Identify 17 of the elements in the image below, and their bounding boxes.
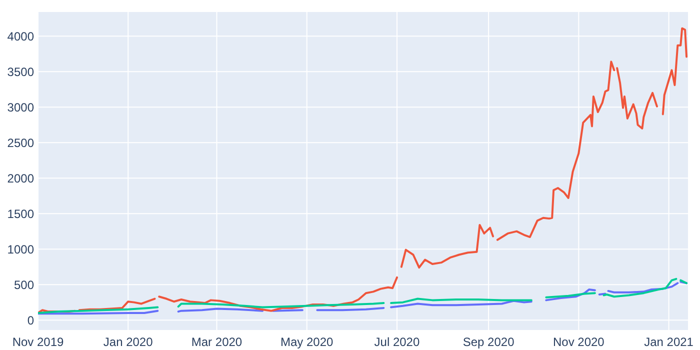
y-tick-label: 3500 — [7, 64, 34, 79]
y-tick-label: 500 — [14, 278, 34, 292]
y-tick-label: 0 — [27, 313, 34, 328]
y-tick-label: 2500 — [7, 136, 34, 150]
x-tick-label: May 2020 — [280, 335, 334, 349]
x-tick-label: Mar 2020 — [191, 335, 242, 349]
x-tick-label: Jan 2020 — [103, 335, 154, 349]
y-tick-label: 4000 — [7, 29, 34, 44]
x-tick-label: Sep 2020 — [462, 335, 515, 349]
x-tick-label: Nov 2020 — [552, 335, 605, 349]
y-tick-label: 1000 — [7, 242, 34, 256]
y-tick-label: 2000 — [7, 171, 34, 186]
y-tick-label: 3000 — [7, 100, 34, 114]
y-tick-label: 1500 — [7, 206, 34, 221]
x-tick-label: Jan 2021 — [644, 335, 694, 349]
x-tick-label: Jul 2020 — [374, 335, 420, 349]
x-tick-label: Nov 2019 — [12, 335, 64, 349]
